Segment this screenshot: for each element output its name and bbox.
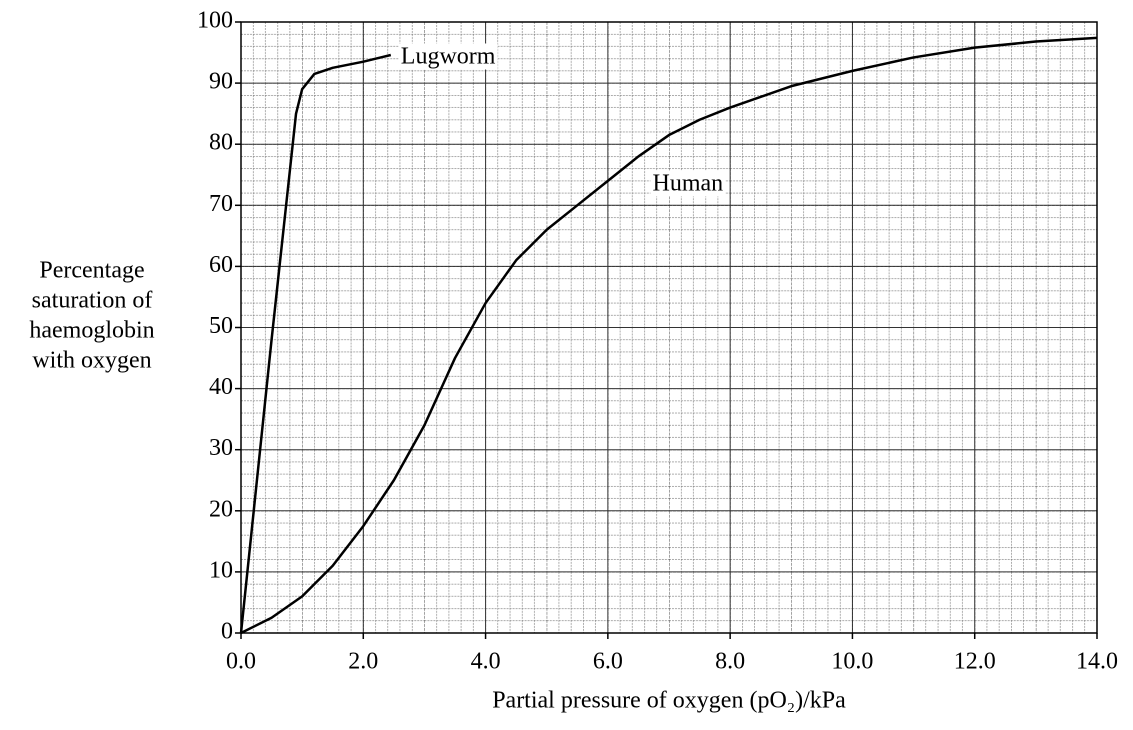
y-tick-label: 20 xyxy=(209,496,233,522)
y-tick-label: 50 xyxy=(209,313,233,339)
y-tick-label: 90 xyxy=(209,69,233,95)
x-tick-label: 2.0 xyxy=(348,649,378,675)
y-tick-label: 80 xyxy=(209,130,233,156)
y-axis-label: with oxygen xyxy=(32,348,151,374)
y-tick-label: 70 xyxy=(209,191,233,217)
x-axis-label: Partial pressure of oxygen (pO₂)/kPa xyxy=(492,688,846,714)
series-line xyxy=(239,53,392,634)
y-axis-label: Percentage xyxy=(39,258,144,284)
x-tick-label: 10.0 xyxy=(831,649,873,675)
y-tick-label: 30 xyxy=(209,435,233,461)
lines xyxy=(239,36,1098,635)
series-label: Lugworm xyxy=(401,43,496,69)
x-tick-label: 0.0 xyxy=(226,649,256,675)
y-tick-label: 100 xyxy=(197,8,233,34)
y-axis-label: saturation of xyxy=(32,288,153,314)
y-tick-label: 10 xyxy=(209,557,233,583)
y-tick-label: 40 xyxy=(209,374,233,400)
series-line xyxy=(240,36,1098,635)
x-tick-label: 14.0 xyxy=(1076,649,1118,675)
x-tick-label: 4.0 xyxy=(471,649,501,675)
label-background xyxy=(398,43,498,70)
y-tick-label: 60 xyxy=(209,252,233,278)
x-tick-label: 8.0 xyxy=(715,649,745,675)
x-tick-label: 12.0 xyxy=(954,649,996,675)
label-background xyxy=(650,170,726,197)
y-axis-label: haemoglobin xyxy=(29,318,154,344)
y-tick-label: 0 xyxy=(221,619,233,645)
series-label: Human xyxy=(653,170,724,196)
x-tick-label: 6.0 xyxy=(593,649,623,675)
